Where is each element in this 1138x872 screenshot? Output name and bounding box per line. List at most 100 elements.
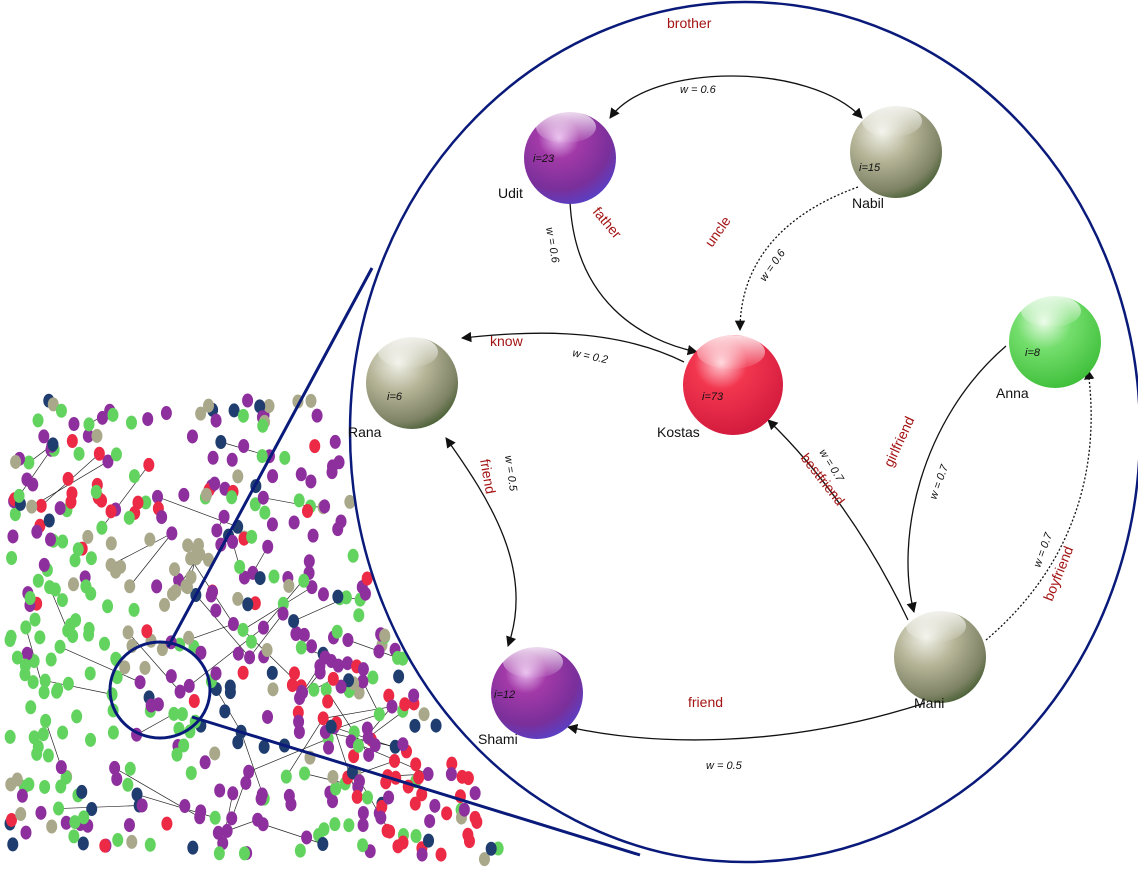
background-node <box>209 746 221 761</box>
node-nabil-index: i=15 <box>859 162 881 174</box>
background-node <box>32 573 44 588</box>
background-edge <box>347 639 398 659</box>
background-node <box>78 810 90 825</box>
background-node <box>245 634 257 649</box>
background-node <box>134 675 146 690</box>
background-node <box>212 825 224 840</box>
background-node <box>357 674 369 689</box>
relation-know: know <box>490 333 524 349</box>
background-node <box>83 621 95 636</box>
background-node <box>242 597 254 612</box>
background-node <box>45 532 57 547</box>
background-node <box>35 805 47 820</box>
node-kostas: i=73 Kostas <box>657 335 783 440</box>
background-node <box>329 434 341 449</box>
background-node <box>319 499 331 514</box>
background-node <box>83 417 95 432</box>
background-node <box>186 429 198 444</box>
background-node <box>159 597 171 612</box>
background-node <box>458 802 470 817</box>
background-node <box>327 769 339 784</box>
background-node <box>23 777 35 792</box>
background-node <box>295 467 307 482</box>
background-node <box>15 807 27 822</box>
background-node <box>397 651 409 666</box>
background-node <box>90 484 102 499</box>
edge-mani-shami <box>566 702 926 741</box>
background-node <box>357 818 369 833</box>
background-node <box>178 487 190 502</box>
background-node <box>342 632 354 647</box>
background-node <box>283 788 295 803</box>
background-node <box>383 688 395 703</box>
background-node <box>131 787 143 802</box>
background-node <box>288 515 300 530</box>
background-node <box>203 552 215 567</box>
background-node <box>298 573 310 588</box>
background-node <box>178 738 190 753</box>
background-node <box>361 571 373 586</box>
background-node <box>446 756 458 771</box>
background-node <box>205 588 217 603</box>
node-mani-name: Mani <box>914 695 944 711</box>
weight-rana-shami: w = 0.5 <box>502 455 519 493</box>
background-node <box>307 528 319 543</box>
background-node <box>267 469 279 484</box>
background-edge <box>240 731 265 799</box>
background-node <box>166 526 178 541</box>
background-node <box>73 446 85 461</box>
background-node <box>301 830 313 845</box>
background-node <box>357 838 369 853</box>
background-node <box>351 789 363 804</box>
background-node <box>268 569 280 584</box>
background-node <box>322 694 334 709</box>
edge-nabil-kostas <box>734 186 859 332</box>
background-node <box>65 494 77 509</box>
background-node <box>326 465 338 480</box>
background-node <box>55 760 67 775</box>
background-node <box>102 454 114 469</box>
background-node <box>96 410 108 425</box>
background-node <box>210 666 222 681</box>
background-node <box>348 749 360 764</box>
background-node <box>7 529 19 544</box>
background-node <box>227 617 239 632</box>
background-node <box>43 513 55 528</box>
background-node <box>383 790 395 805</box>
background-node <box>445 767 457 782</box>
background-node <box>359 586 371 601</box>
background-node <box>42 748 54 763</box>
background-node <box>57 725 69 740</box>
background-node <box>6 551 18 566</box>
node-udit-name: Udit <box>498 185 523 201</box>
background-node <box>393 669 405 684</box>
background-node <box>335 679 347 694</box>
background-node <box>296 684 308 699</box>
background-edge <box>129 533 173 587</box>
background-node <box>209 810 221 825</box>
background-node <box>11 772 23 787</box>
background-node <box>267 682 279 697</box>
edge-rana-shami <box>445 437 517 647</box>
background-node <box>171 747 183 762</box>
background-node <box>62 623 74 638</box>
node-kostas-name: Kostas <box>657 424 700 440</box>
background-node <box>24 591 36 606</box>
background-node <box>238 439 250 454</box>
background-node <box>410 757 422 772</box>
background-node <box>408 688 420 703</box>
node-nabil: i=15 Nabil <box>850 105 942 211</box>
background-node <box>57 534 69 549</box>
background-node <box>122 625 134 640</box>
background-node <box>288 614 300 629</box>
background-node <box>6 812 18 827</box>
background-node <box>249 497 261 512</box>
background-node <box>319 650 331 665</box>
background-node <box>85 732 97 747</box>
node-shami-index: i=12 <box>494 689 515 701</box>
background-node <box>381 823 393 838</box>
background-node <box>375 810 387 825</box>
background-node <box>125 415 137 430</box>
background-node <box>60 770 72 785</box>
background-node <box>333 455 345 470</box>
